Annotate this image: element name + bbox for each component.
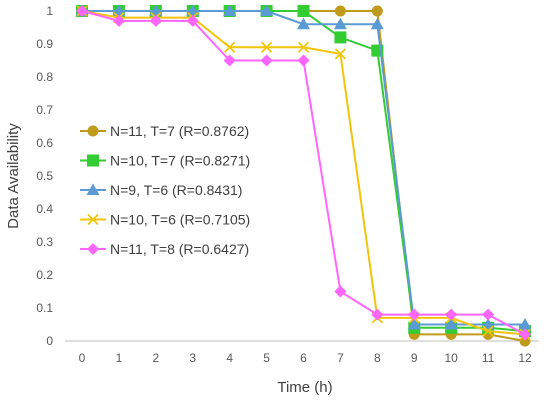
data-point — [334, 285, 347, 298]
y-tick-label: 0 — [46, 334, 53, 348]
x-tick-label: 12 — [518, 351, 532, 365]
x-tick-label: 4 — [226, 351, 233, 365]
data-point — [482, 308, 495, 321]
legend-label: N=9, T=6 (R=0.8431) — [110, 182, 242, 198]
y-tick-label: 0.6 — [36, 136, 53, 150]
x-tick-label: 8 — [374, 351, 381, 365]
data-point — [223, 4, 237, 16]
legend-item: N=11, T=8 (R=0.6427) — [80, 241, 249, 257]
data-point — [408, 308, 421, 321]
data-point — [444, 318, 458, 330]
x-tick-label: 10 — [444, 351, 458, 365]
data-point — [371, 5, 383, 17]
series-3 — [75, 4, 532, 330]
y-axis-title: Data Availability — [5, 123, 22, 229]
data-point — [333, 17, 347, 30]
data-point — [297, 41, 310, 53]
data-point — [186, 14, 199, 27]
series-layer — [75, 4, 532, 347]
legend-marker — [86, 183, 100, 195]
data-point — [519, 328, 531, 341]
data-point — [518, 318, 532, 330]
x-tick-label: 6 — [300, 351, 307, 365]
data-point — [76, 5, 88, 17]
y-tick-label: 1 — [46, 4, 53, 18]
legend-item: N=11, T=7 (R=0.8762) — [80, 123, 249, 139]
data-point — [371, 308, 384, 321]
y-tick-label: 0.2 — [36, 268, 53, 282]
data-point — [260, 41, 273, 53]
data-point — [334, 48, 347, 60]
y-tick-label: 0.7 — [36, 103, 53, 117]
x-tick-label: 5 — [263, 351, 270, 365]
y-tick-label: 0.3 — [36, 235, 53, 249]
legend-marker — [87, 125, 99, 137]
x-axis-title: Time (h) — [277, 379, 332, 396]
data-point — [334, 5, 346, 17]
legend-marker — [87, 243, 99, 255]
legend-label: N=11, T=7 (R=0.8762) — [110, 123, 249, 139]
x-tick-label: 2 — [152, 351, 159, 365]
legend: N=11, T=7 (R=0.8762) N=10, T=7 (R=0.8271)… — [80, 123, 250, 257]
legend-item: N=10, T=6 (R=0.7105) — [80, 212, 250, 228]
data-point — [224, 41, 236, 53]
data-point — [445, 308, 458, 321]
y-tick-label: 0.9 — [36, 37, 53, 51]
legend-label: N=10, T=7 (R=0.8271) — [110, 153, 250, 169]
x-tick-label: 9 — [411, 351, 418, 365]
legend-item: N=9, T=6 (R=0.8431) — [80, 182, 242, 198]
x-tick-label: 11 — [482, 351, 495, 365]
y-tick-label: 0.4 — [36, 202, 53, 216]
axes: 00.10.20.30.40.50.60.70.80.910 1 2 3 4 5 6 7 8 9 1… — [36, 4, 539, 365]
x-tick-label: 1 — [116, 351, 123, 365]
data-point — [334, 31, 347, 44]
data-point — [297, 54, 310, 67]
data-point — [297, 5, 310, 17]
x-tick-label: 3 — [189, 351, 196, 365]
legend-label: N=11, T=8 (R=0.6427) — [110, 241, 249, 257]
data-point — [149, 14, 162, 27]
legend-marker — [87, 213, 99, 226]
series-5 — [76, 5, 531, 341]
x-tick-label: 7 — [337, 351, 344, 365]
legend-item: N=10, T=7 (R=0.8271) — [80, 153, 250, 169]
y-tick-label: 0.8 — [36, 70, 53, 84]
data-point — [260, 4, 274, 16]
x-tick-label: 0 — [79, 351, 86, 365]
y-tick-label: 0.5 — [36, 169, 53, 183]
legend-label: N=10, T=6 (R=0.7105) — [110, 212, 250, 228]
legend-marker — [87, 154, 99, 167]
y-tick-label: 0.1 — [36, 301, 53, 315]
data-point — [260, 54, 273, 67]
data-point — [223, 54, 236, 67]
data-point — [297, 17, 310, 30]
data-point — [407, 318, 421, 330]
data-point — [370, 17, 384, 30]
data-point — [112, 14, 125, 27]
data-point — [482, 325, 494, 337]
